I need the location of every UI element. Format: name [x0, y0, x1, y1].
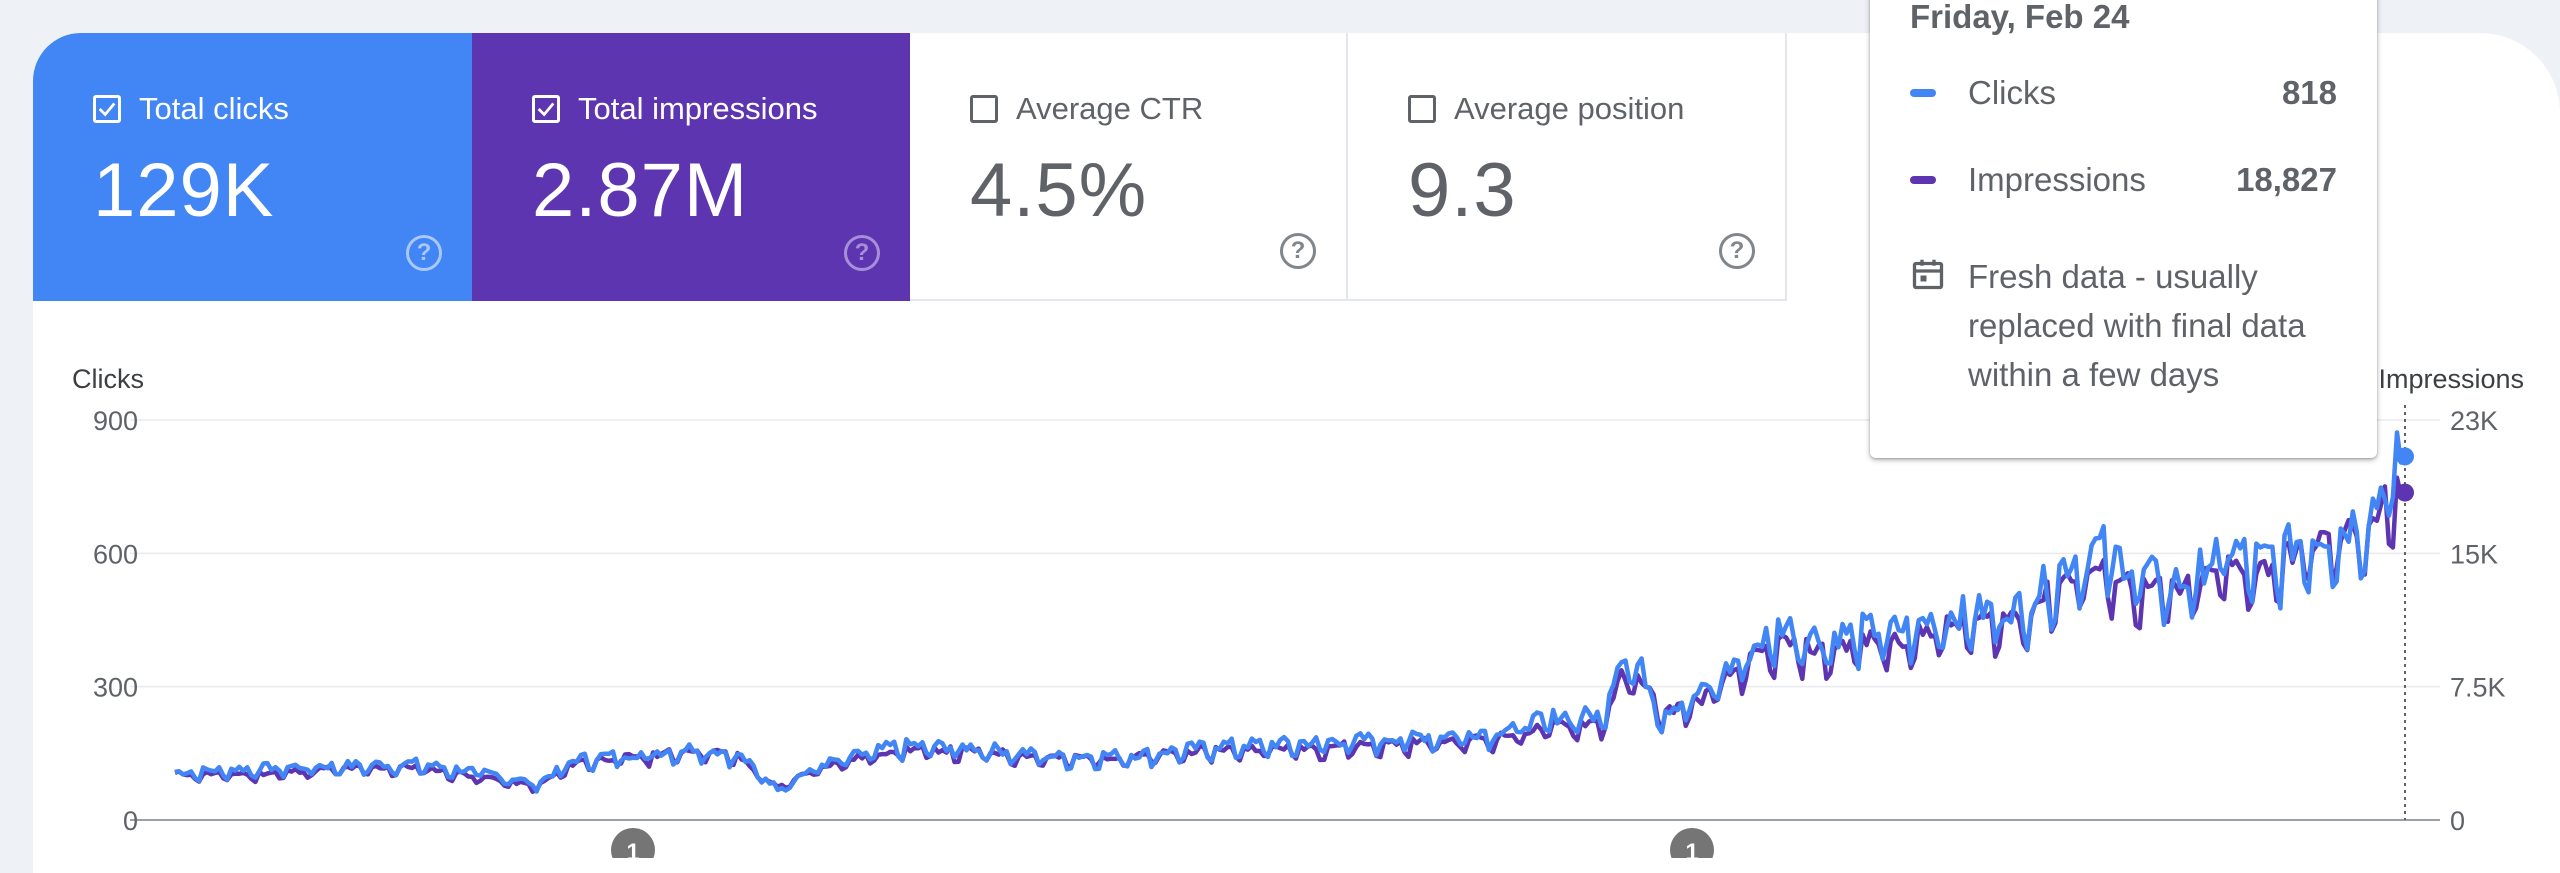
- left-tick-label: 300: [93, 673, 138, 703]
- card-label: Total clicks: [139, 91, 289, 126]
- left-axis-title: Clicks: [72, 364, 144, 394]
- tooltip-value: 818: [2281, 74, 2337, 111]
- annotation-marker[interactable]: 1: [611, 828, 655, 858]
- tooltip-label: Impressions: [1968, 161, 2146, 198]
- card-value: 129K: [93, 148, 275, 233]
- right-axis-title: Impressions: [2378, 364, 2524, 394]
- card-label: Total impressions: [578, 91, 818, 126]
- checkbox-checked-icon[interactable]: [93, 95, 121, 123]
- tooltip-row-clicks: Clicks 818: [1910, 74, 2337, 112]
- left-tick-label: 600: [93, 539, 138, 569]
- tooltip-label: Clicks: [1968, 74, 2056, 111]
- right-tick-label: 23K: [2450, 406, 2498, 436]
- card-label: Average position: [1454, 91, 1685, 126]
- chart-series: [174, 430, 2407, 794]
- left-tick-label: 0: [123, 806, 138, 836]
- series-swatch: [1910, 89, 1936, 97]
- checkbox-unchecked-icon[interactable]: [1408, 95, 1436, 123]
- hover-point-impressions: [2396, 483, 2414, 502]
- card-average-ctr[interactable]: Average CTR 4.5% ?: [910, 33, 1348, 301]
- right-tick-label: 7.5K: [2450, 673, 2506, 703]
- right-axis-ticks: 23K 15K 7.5K 0: [2450, 406, 2506, 836]
- card-value: 2.87M: [532, 148, 749, 233]
- series-swatch: [1910, 176, 1936, 184]
- card-label: Average CTR: [1016, 91, 1204, 126]
- chart-tooltip: Friday, Feb 24 Clicks 818 Impressions 18…: [1870, 0, 2377, 458]
- card-value: 9.3: [1408, 148, 1517, 233]
- tooltip-fresh-text: Fresh data - usually replaced with final…: [1968, 258, 2306, 393]
- card-total-impressions[interactable]: Total impressions 2.87M ?: [472, 33, 910, 301]
- checkbox-unchecked-icon[interactable]: [970, 95, 998, 123]
- hover-marker: [2396, 405, 2414, 820]
- annotation-label: 1: [626, 839, 639, 858]
- chart-grid: [130, 419, 2440, 821]
- tooltip-fresh-note: Fresh data - usually replaced with final…: [1910, 252, 2338, 399]
- right-tick-label: 15K: [2450, 539, 2498, 569]
- tooltip-date: Friday, Feb 24: [1910, 0, 2130, 35]
- left-tick-label: 900: [93, 406, 138, 436]
- card-total-clicks[interactable]: Total clicks 129K ?: [33, 33, 472, 301]
- calendar-icon: [1910, 256, 1946, 399]
- card-value: 4.5%: [970, 148, 1148, 233]
- help-icon[interactable]: ?: [1280, 233, 1316, 269]
- tooltip-row-impressions: Impressions 18,827: [1910, 161, 2337, 199]
- tooltip-value: 18,827: [2236, 161, 2337, 198]
- series-line-clicks: [174, 430, 2407, 794]
- right-tick-label: 0: [2450, 806, 2465, 836]
- annotation-label: 1: [1685, 839, 1698, 858]
- help-icon[interactable]: ?: [1719, 233, 1755, 269]
- annotation-marker[interactable]: 1: [1670, 828, 1714, 858]
- card-average-position[interactable]: Average position 9.3 ?: [1348, 33, 1787, 301]
- hover-point-clicks: [2396, 447, 2414, 466]
- help-icon[interactable]: ?: [844, 235, 880, 271]
- checkbox-checked-icon[interactable]: [532, 95, 560, 123]
- left-axis-ticks: 900 600 300 0: [93, 406, 138, 836]
- help-icon[interactable]: ?: [406, 235, 442, 271]
